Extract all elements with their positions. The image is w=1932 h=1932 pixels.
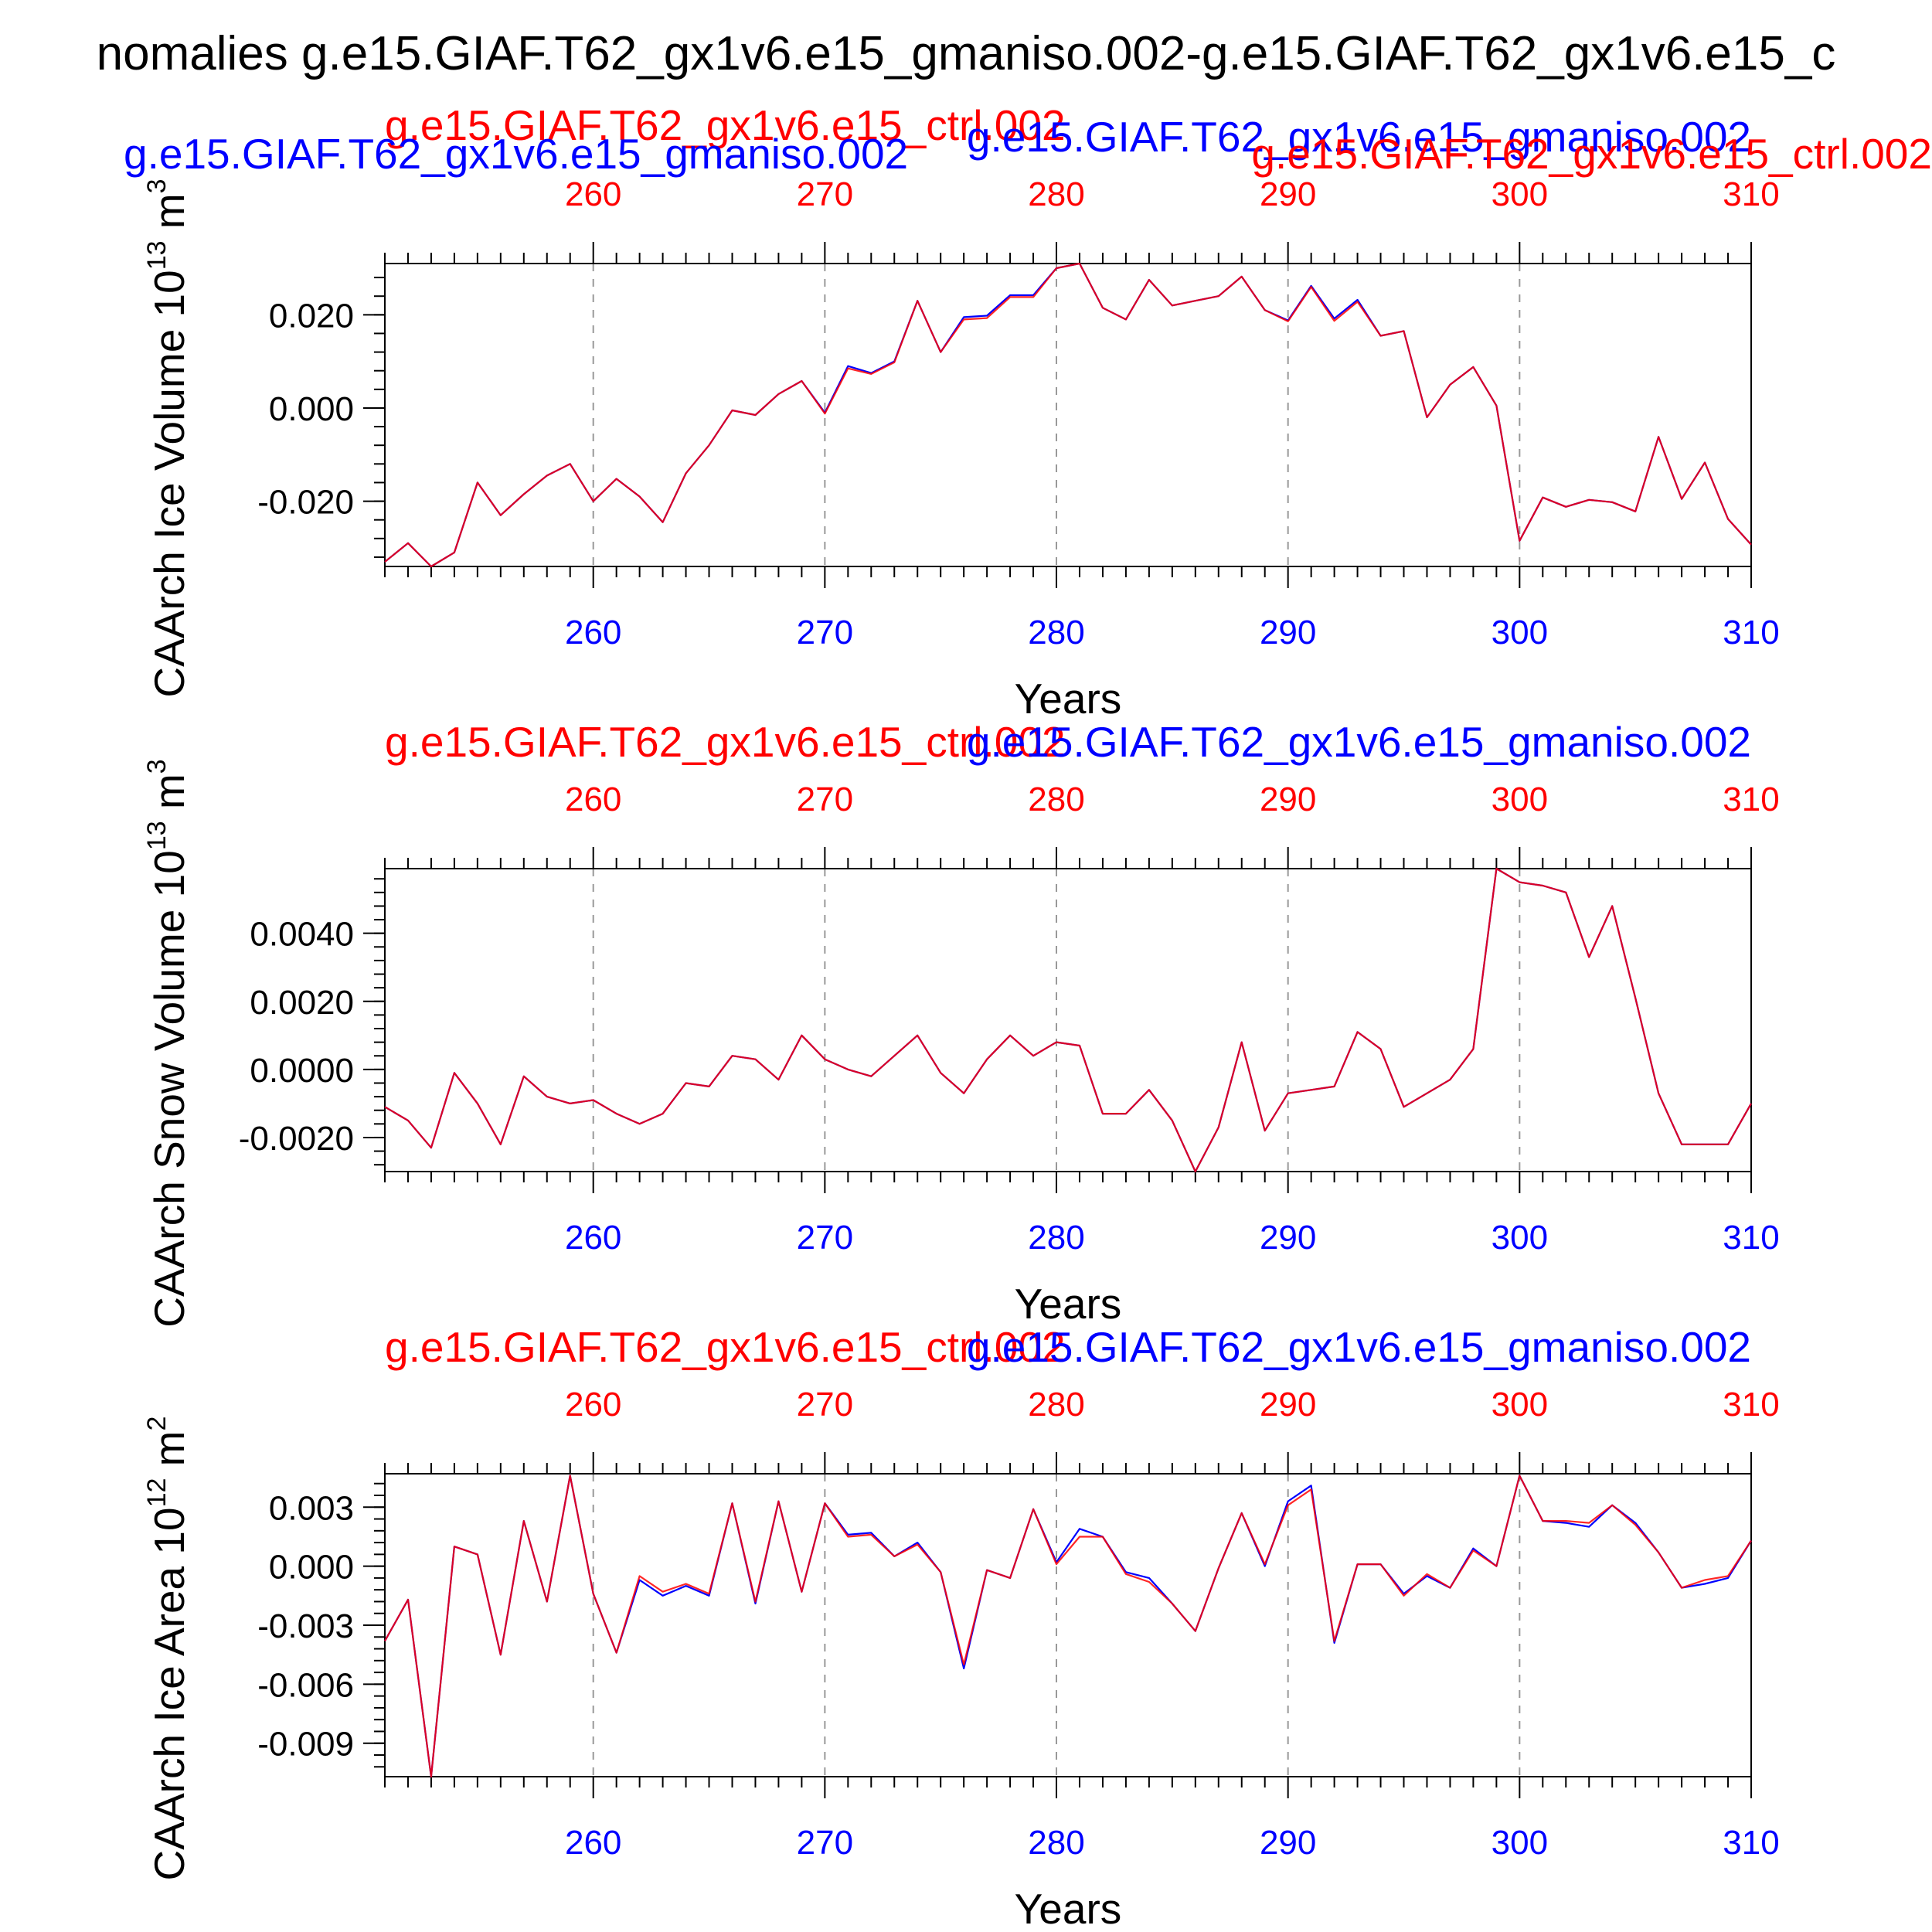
x-tick-label-bottom: 280: [1028, 614, 1084, 651]
x-tick-label-top: 300: [1492, 1386, 1548, 1423]
x-tick-label-top: 300: [1492, 781, 1548, 818]
x-tick-label-top: 290: [1260, 175, 1316, 213]
x-tick-label-bottom: 280: [1028, 1824, 1084, 1862]
x-tick-label-top: 260: [565, 175, 621, 213]
y-axis-label-exp2: 3: [142, 179, 172, 193]
plot-frame: [384, 263, 1752, 567]
y-tick-label: 0.000: [269, 390, 354, 428]
x-tick-label-top: 270: [797, 175, 853, 213]
series-line-ctrl: [384, 1475, 1752, 1778]
series-title-ctrl: g.e15.GIAF.T62_gx1v6.e15_ctrl.002: [385, 1323, 1066, 1371]
x-tick-label-bottom: 310: [1723, 1824, 1779, 1862]
y-tick-label: -0.006: [257, 1666, 354, 1704]
series-title-gmaniso-left: g.e15.GIAF.T62_gx1v6.e15_gmaniso.002: [124, 130, 908, 178]
y-tick-label: -0.0020: [239, 1120, 354, 1158]
chart-panel-2: g.e15.GIAF.T62_gx1v6.e15_ctrl.002g.e15.G…: [142, 718, 1780, 1328]
y-axis-label-text: CAArch Ice Area 10: [145, 1507, 193, 1880]
chart-panels: g.e15.GIAF.T62_gx1v6.e15_ctrl.002g.e15.G…: [124, 101, 1932, 1932]
x-tick-label-bottom: 290: [1260, 1219, 1316, 1257]
y-tick-label: 0.003: [269, 1489, 354, 1527]
y-axis-label-exp2: 2: [142, 1417, 172, 1431]
x-tick-label-bottom: 290: [1260, 614, 1316, 651]
y-axis-label-unit: m: [145, 193, 193, 240]
x-tick-label-top: 260: [565, 1386, 621, 1423]
y-tick-label: 0.000: [269, 1549, 354, 1587]
y-axis-label: CAArch Snow Volume 1013 m3: [142, 759, 193, 1327]
y-axis-label-text: CAArch Snow Volume 10: [145, 850, 193, 1328]
series-line-ctrl: [384, 867, 1752, 1173]
y-axis-label-exp2: 3: [142, 759, 172, 774]
series-line-ctrl: [384, 262, 1752, 568]
chart-panel-3: g.e15.GIAF.T62_gx1v6.e15_ctrl.002g.e15.G…: [142, 1323, 1780, 1932]
y-tick-label: -0.009: [257, 1726, 354, 1764]
series-title-ctrl: g.e15.GIAF.T62_gx1v6.e15_ctrl.002: [385, 718, 1066, 766]
y-axis-label-exp: 12: [142, 1478, 172, 1508]
x-axis-label: Years: [1015, 1885, 1122, 1932]
x-tick-label-bottom: 310: [1723, 1219, 1779, 1257]
x-tick-label-bottom: 300: [1492, 614, 1548, 651]
x-tick-label-bottom: 280: [1028, 1219, 1084, 1257]
y-tick-label: 0.020: [269, 297, 354, 335]
x-tick-label-bottom: 310: [1723, 614, 1779, 651]
x-tick-label-top: 280: [1028, 781, 1084, 818]
x-tick-label-top: 310: [1723, 1386, 1779, 1423]
x-tick-label-bottom: 270: [797, 1824, 853, 1862]
series-title-gmaniso: g.e15.GIAF.T62_gx1v6.e15_gmaniso.002: [967, 718, 1751, 766]
x-tick-label-bottom: 270: [797, 1219, 853, 1257]
x-tick-label-top: 290: [1260, 1386, 1316, 1423]
x-tick-label-top: 270: [797, 1386, 853, 1423]
chart-panel-1: g.e15.GIAF.T62_gx1v6.e15_ctrl.002g.e15.G…: [124, 101, 1932, 723]
y-axis-label-unit: m: [145, 1430, 193, 1478]
x-tick-label-top: 280: [1028, 1386, 1084, 1423]
x-tick-label-bottom: 270: [797, 614, 853, 651]
series-title-gmaniso: g.e15.GIAF.T62_gx1v6.e15_gmaniso.002: [967, 1323, 1751, 1371]
x-tick-label-bottom: 300: [1492, 1824, 1548, 1862]
y-tick-label: 0.0020: [250, 984, 354, 1022]
x-tick-label-bottom: 290: [1260, 1824, 1316, 1862]
x-tick-label-top: 270: [797, 781, 853, 818]
x-tick-label-bottom: 260: [565, 1219, 621, 1257]
series-title-gmaniso: g.e15.GIAF.T62_gx1v6.e15_gmaniso.002: [967, 113, 1751, 161]
y-axis-label-exp: 13: [142, 240, 172, 270]
y-axis-label: CAArch Ice Volume 1013 m3: [142, 179, 193, 697]
y-axis-label-unit: m: [145, 774, 193, 821]
x-tick-label-bottom: 260: [565, 1824, 621, 1862]
x-tick-label-bottom: 300: [1492, 1219, 1548, 1257]
y-tick-label: -0.020: [257, 484, 354, 522]
x-axis-label: Years: [1015, 1280, 1122, 1328]
y-axis-label-exp: 13: [142, 821, 172, 850]
series-title-ctrl-right: g.e15.GIAF.T62_gx1v6.e15_ctrl.002: [1251, 130, 1932, 178]
y-tick-label: 0.0000: [250, 1052, 354, 1090]
y-axis-label: CAArch Ice Area 1012 m2: [142, 1417, 193, 1881]
x-tick-label-top: 300: [1492, 175, 1548, 213]
plot-frame: [384, 868, 1752, 1172]
x-tick-label-top: 260: [565, 781, 621, 818]
x-tick-label-top: 280: [1028, 175, 1084, 213]
y-tick-label: 0.0040: [250, 916, 354, 954]
y-axis-label-text: CAArch Ice Volume 10: [145, 270, 193, 697]
figure-main-title: nomalies g.e15.GIAF.T62_gx1v6.e15_gmanis…: [97, 27, 1836, 80]
series-title-ctrl: g.e15.GIAF.T62_gx1v6.e15_ctrl.002: [385, 101, 1066, 149]
x-tick-label-bottom: 260: [565, 614, 621, 651]
x-tick-label-top: 310: [1723, 781, 1779, 818]
y-tick-label: -0.003: [257, 1607, 354, 1645]
x-tick-label-top: 310: [1723, 175, 1779, 213]
x-tick-label-top: 290: [1260, 781, 1316, 818]
x-axis-label: Years: [1015, 675, 1122, 723]
